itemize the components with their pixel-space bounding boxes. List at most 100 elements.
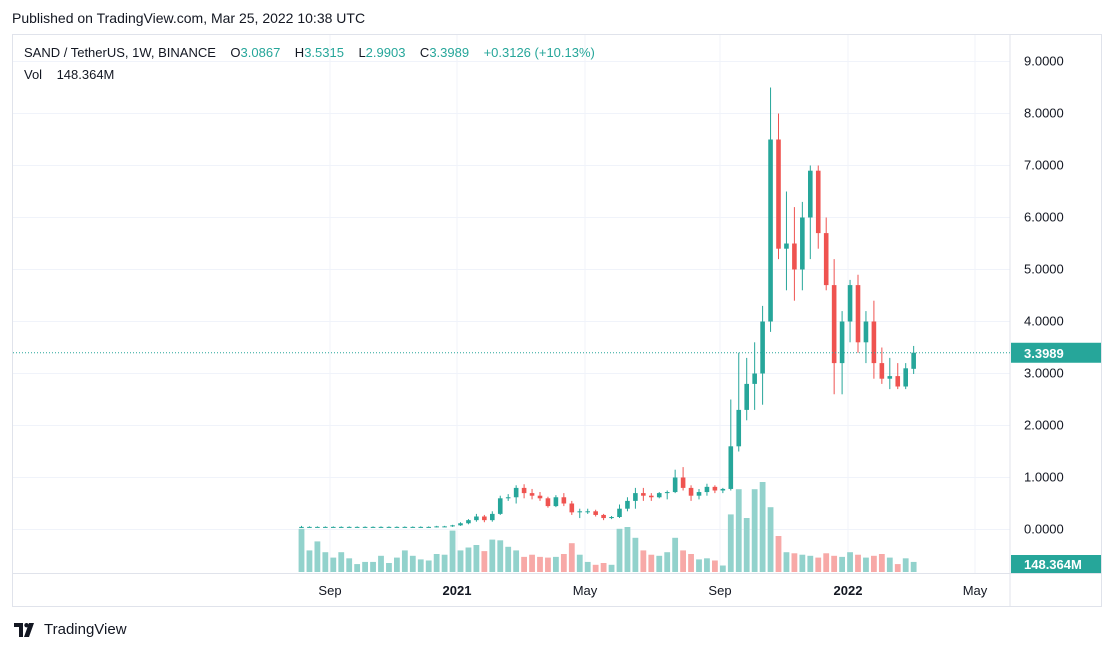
candle-body (482, 516, 487, 521)
volume-bar (386, 563, 392, 572)
open-label: O (230, 45, 241, 60)
volume-bar (632, 537, 639, 572)
axes: 9.0000 8.0000 7.0000 6.0000 5.0000 4.0000 3.00… (13, 35, 1101, 606)
candle-body (855, 285, 861, 343)
candle-body (903, 368, 908, 387)
x-tick-label: May (963, 583, 988, 598)
volume-bar (680, 550, 686, 572)
y-tick-label: 8.0000 (1024, 106, 1064, 121)
candle-body (386, 526, 392, 528)
volume-bar (767, 507, 774, 572)
volume-bar (902, 558, 909, 572)
volume-bar (545, 557, 551, 572)
volume-bar (592, 564, 599, 572)
candle-body (593, 511, 598, 515)
candle-body (641, 493, 646, 496)
candle-body (466, 520, 471, 524)
volume-bar (394, 557, 400, 572)
high-label: H (294, 45, 305, 60)
last-price-label: 3.3989 (1024, 346, 1064, 361)
volume-bar (497, 540, 504, 572)
volume-bar (648, 554, 655, 572)
tradingview-brand[interactable]: TradingView (14, 621, 127, 638)
candle-body (338, 526, 344, 528)
volume-bar (457, 550, 464, 572)
volume-bar (600, 563, 607, 572)
candle-body (490, 513, 495, 521)
volume-bar (735, 489, 742, 572)
candle-body (887, 376, 893, 379)
high-value: 3.5315 (304, 45, 344, 60)
volume-bar (529, 554, 535, 572)
candle-body (497, 498, 503, 514)
candle-body (895, 376, 901, 387)
candle-body (601, 514, 606, 519)
candle-body (426, 526, 431, 528)
candle-body (664, 492, 670, 494)
candle-body (720, 488, 726, 491)
volume-bar (314, 541, 321, 572)
y-tick-label: 6.0000 (1024, 210, 1064, 225)
volume-bar (513, 550, 520, 572)
volume-bar (664, 552, 671, 572)
volume-bar (370, 561, 376, 572)
volume-bar (449, 530, 456, 572)
y-tick-label: 3.0000 (1024, 366, 1064, 381)
candle-body (410, 526, 416, 528)
volume-bar (576, 554, 583, 572)
candle-body (815, 170, 821, 234)
volume-legend: Vol 148.364M (24, 67, 114, 82)
volume-bar (704, 558, 710, 572)
volume-label: Vol (24, 67, 43, 82)
volume-value: 148.364M (56, 67, 115, 82)
candle-body (680, 477, 686, 488)
y-tick-label: 1.0000 (1024, 470, 1064, 485)
candle-body (823, 233, 829, 286)
last-price-tag (1011, 342, 1101, 363)
candle-body (553, 497, 559, 507)
candle-body (402, 526, 408, 528)
candle-body (418, 526, 424, 528)
chart-frame (12, 34, 1102, 607)
volume-bar (672, 537, 679, 572)
volume-bar (799, 554, 806, 572)
volume-bar (863, 557, 869, 572)
change-value: +0.3126 (+10.13%) (483, 45, 595, 60)
volume-bar (481, 551, 488, 572)
volume-bar (409, 555, 416, 572)
price-overlay: 3.3989 148.364M (13, 342, 1101, 573)
candle-body (585, 511, 590, 513)
volume-bar (473, 545, 480, 572)
volume-bar (433, 554, 440, 572)
candle-body (529, 493, 535, 496)
y-tick-label: 2.0000 (1024, 418, 1064, 433)
volume-bar (831, 555, 838, 572)
candle-body (911, 352, 916, 369)
volume-bar (616, 528, 623, 572)
candle-body (744, 383, 749, 410)
volume-bar (696, 559, 702, 572)
y-tick-label: 5.0000 (1024, 262, 1064, 277)
volume-bar (417, 559, 424, 572)
chart-grid (13, 35, 1010, 573)
candle-body (505, 497, 511, 499)
volume-bar (441, 554, 448, 572)
candle-body (307, 526, 312, 528)
volume-bar (712, 560, 718, 572)
volume-bar (823, 553, 830, 572)
chart-legend: SAND / TetherUS, 1W, BINANCE O3.0867 H3.… (24, 45, 595, 60)
volume-bar (878, 554, 885, 572)
candle-body (315, 526, 320, 528)
candle-body (736, 409, 742, 447)
y-tick-label: 7.0000 (1024, 158, 1064, 173)
candle-body (712, 486, 718, 491)
candle-body (831, 285, 837, 364)
tradingview-brand-label: TradingView (44, 621, 127, 638)
candle-body (577, 511, 583, 513)
volume-bar (553, 556, 559, 572)
volume-bar (743, 518, 750, 572)
volume-bar (855, 554, 861, 572)
x-tick-label: May (573, 583, 598, 598)
candle-body (362, 526, 368, 528)
